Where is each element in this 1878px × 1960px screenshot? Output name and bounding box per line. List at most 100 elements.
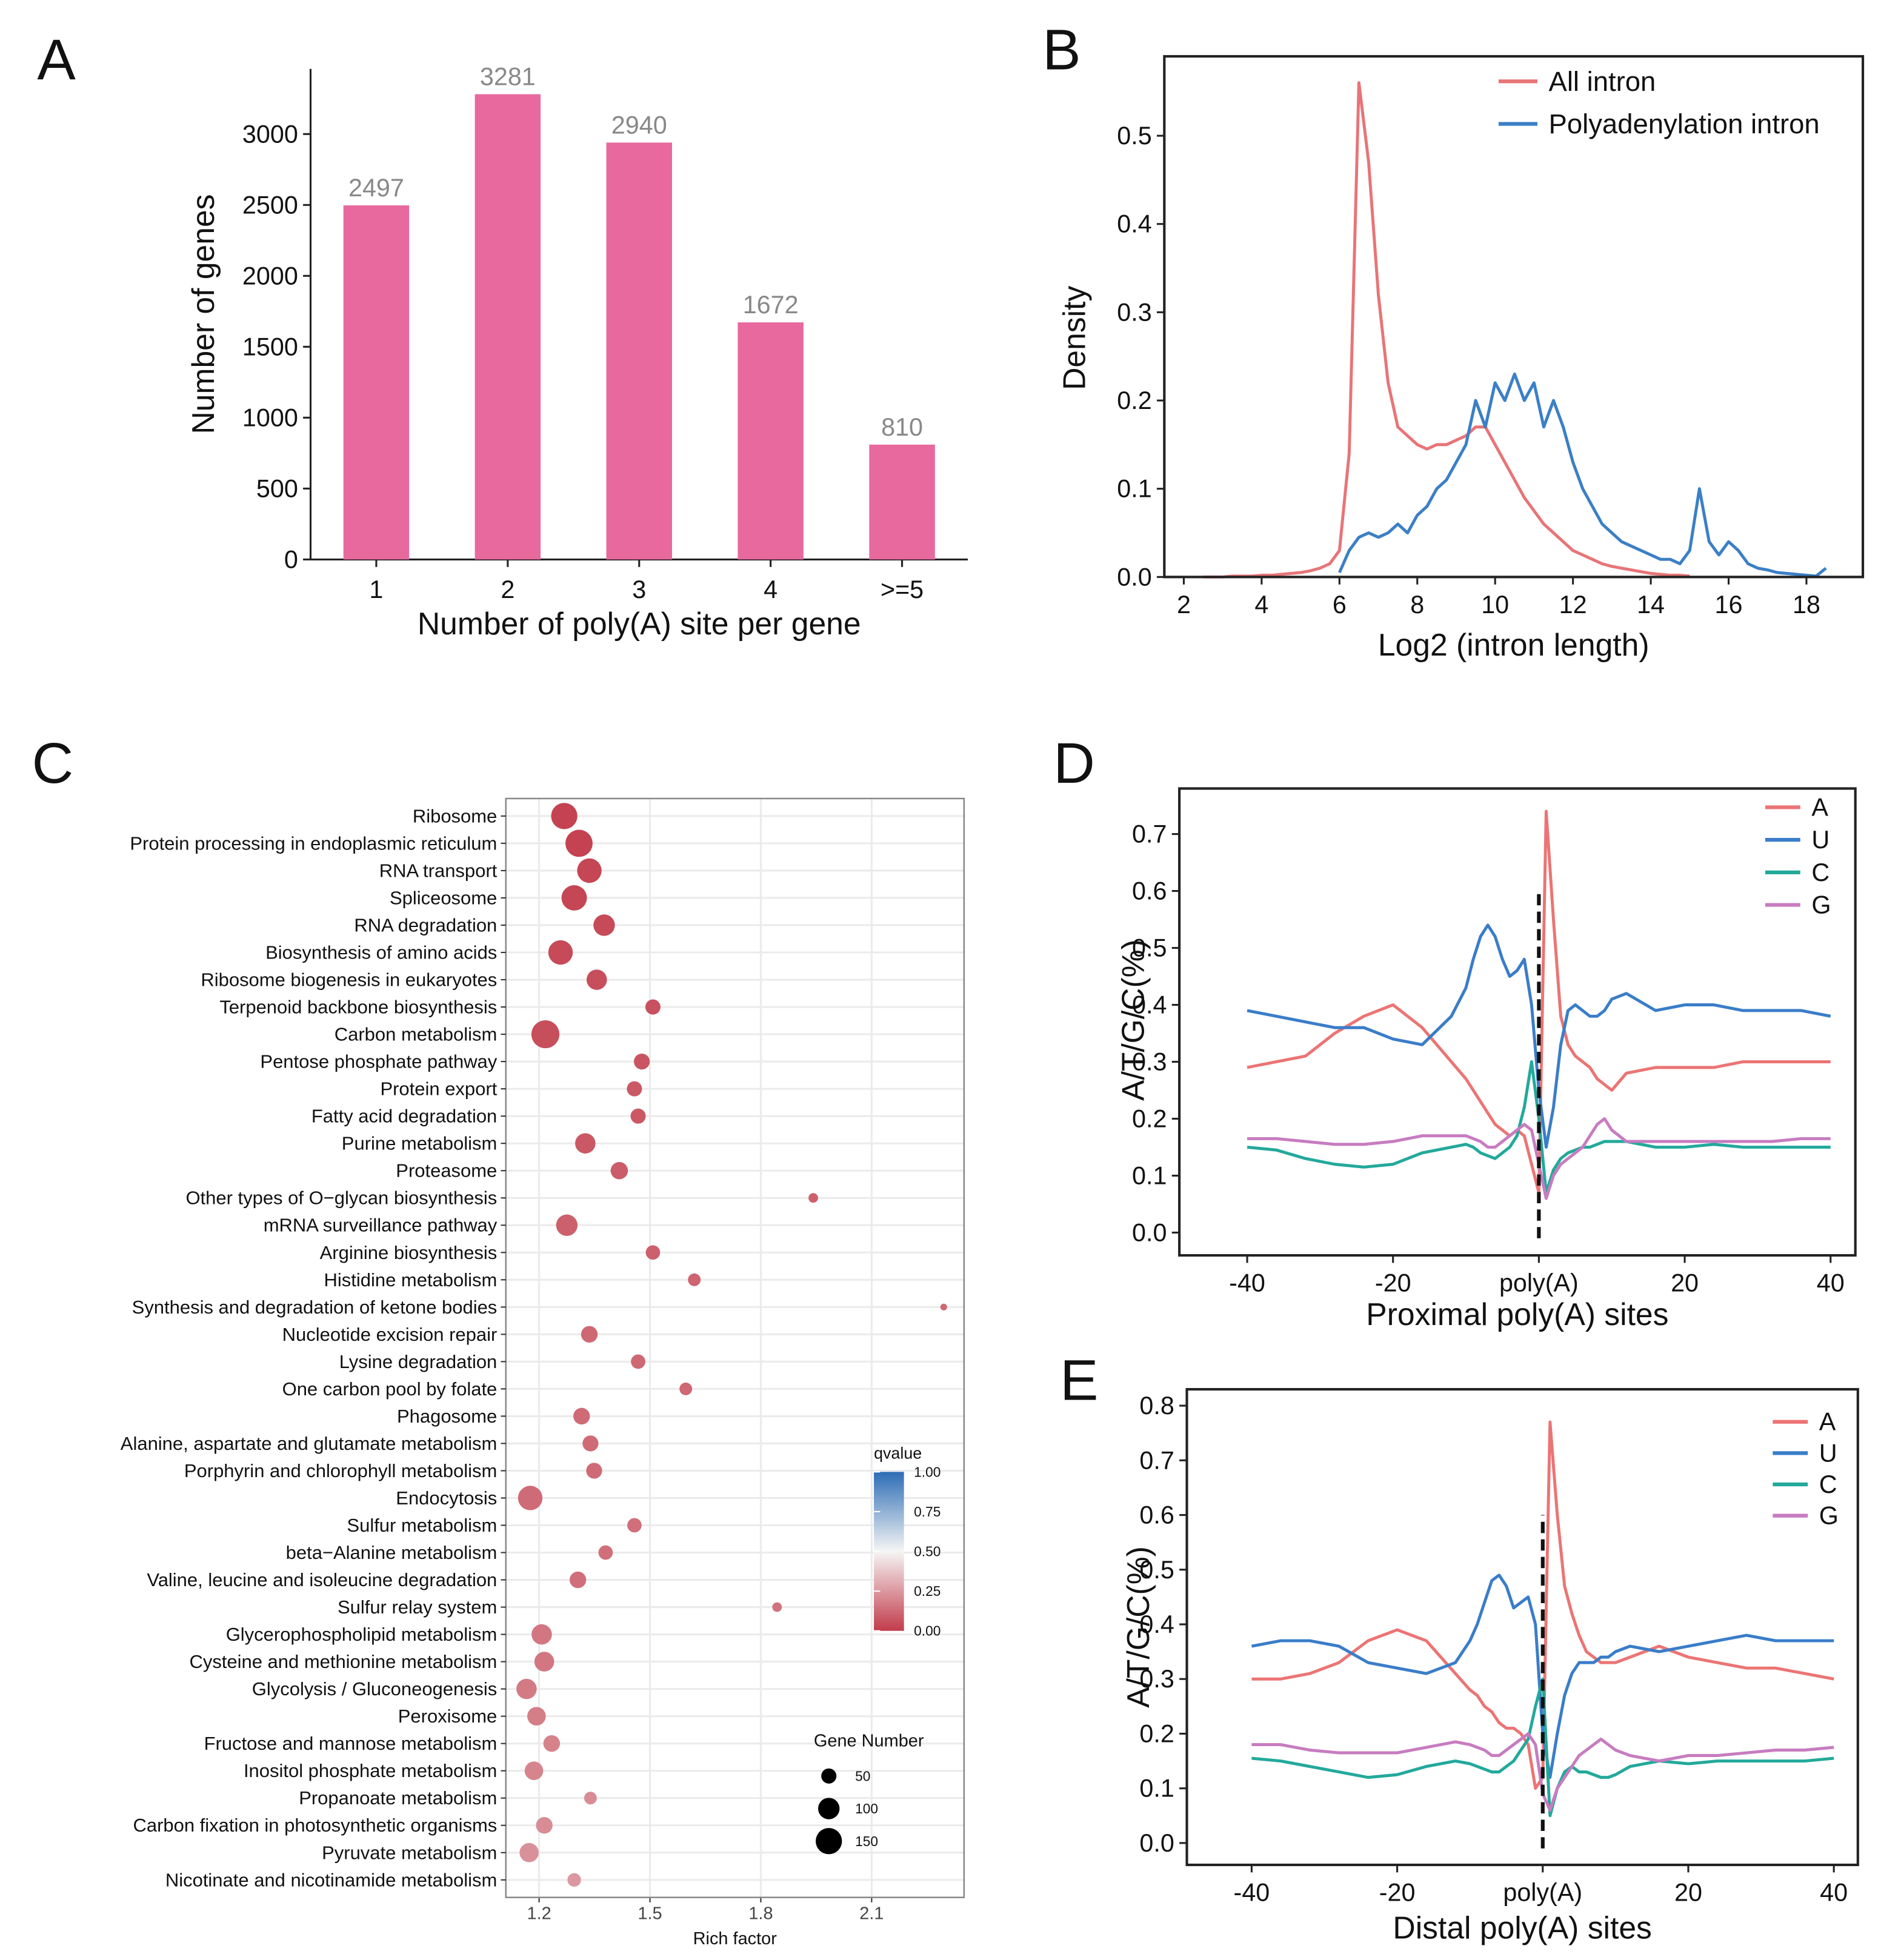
dot: [645, 999, 661, 1015]
size-key: [818, 1798, 840, 1819]
panel-label: E: [1060, 1349, 1098, 1413]
y-tick-label: Inositol phosphate metabolism: [244, 1760, 497, 1781]
y-tick-label: Pentose phosphate pathway: [260, 1051, 497, 1072]
dot: [593, 914, 615, 936]
y-axis-label: A/T/G/C(%): [1116, 939, 1151, 1101]
y-tick-label: 0.7: [1139, 1446, 1174, 1474]
legend-label: A: [1811, 793, 1828, 821]
dot: [551, 803, 578, 829]
x-tick-label: 14: [1637, 591, 1665, 619]
plot-frame: [1178, 787, 1857, 1257]
series-line: [1203, 81, 1690, 579]
dot: [543, 1735, 561, 1752]
size-label: 150: [855, 1833, 878, 1849]
series-line: [1247, 1060, 1831, 1195]
colorbar-label: 0.50: [914, 1544, 941, 1560]
dot: [548, 940, 573, 965]
y-tick-label: 0.0: [1117, 563, 1151, 591]
y-tick-label: Fatty acid degradation: [311, 1106, 497, 1127]
x-tick-label: 12: [1559, 591, 1587, 619]
dot: [531, 1020, 560, 1049]
x-tick-label: -20: [1379, 1878, 1416, 1906]
y-tick-label: One carbon pool by folate: [282, 1378, 498, 1400]
dot: [534, 1652, 554, 1672]
dot: [582, 1435, 599, 1452]
dot: [631, 1354, 645, 1369]
colorbar-label: 0.75: [914, 1504, 941, 1520]
value-label: 3281: [480, 63, 536, 91]
y-tick-label: 0.2: [1132, 1105, 1167, 1132]
dot: [808, 1193, 818, 1203]
y-tick-label: Phagosome: [397, 1406, 497, 1427]
panel-label: B: [1042, 18, 1081, 82]
x-tick-label: 18: [1793, 591, 1820, 619]
y-tick-label: mRNA surveillance pathway: [264, 1215, 498, 1236]
legend-label: C: [1811, 859, 1830, 886]
value-label: 1672: [743, 291, 799, 319]
x-tick-label: 6: [1333, 591, 1347, 619]
x-axis-label: Rich factor: [693, 1929, 778, 1948]
x-tick-label: 4: [1254, 591, 1268, 619]
plot-frame: [505, 797, 965, 1898]
x-tick-label: 40: [1820, 1878, 1848, 1906]
x-axis-label: Distal poly(A) sites: [1393, 1910, 1651, 1945]
dot: [598, 1545, 613, 1560]
y-tick-label: Nicotinate and nicotinamide metabolism: [165, 1869, 497, 1890]
y-tick-label: 0.5: [1117, 122, 1151, 150]
legend-label: Polyadenylation intron: [1549, 108, 1820, 139]
y-tick-label: 2000: [242, 262, 298, 290]
panel-label: D: [1053, 731, 1095, 796]
dot: [518, 1486, 543, 1510]
colorbar-label: 1.00: [914, 1464, 941, 1480]
y-tick-label: Sulfur relay system: [338, 1596, 497, 1618]
y-tick-label: 2500: [242, 191, 298, 219]
x-tick-label: 1.8: [748, 1904, 773, 1924]
dot: [584, 1792, 597, 1805]
panel-label: A: [37, 28, 76, 92]
x-axis-label: Number of poly(A) site per gene: [418, 606, 861, 641]
y-tick-label: Endocytosis: [396, 1487, 497, 1509]
legend-label: U: [1811, 826, 1830, 854]
y-tick-label: Spliceosome: [390, 887, 497, 908]
legend-label: G: [1811, 891, 1831, 919]
y-tick-label: Synthesis and degradation of ketone bodi…: [132, 1297, 498, 1318]
x-tick-label: 2.1: [859, 1904, 884, 1924]
x-tick-label: 8: [1410, 591, 1424, 619]
y-tick-label: 500: [256, 474, 298, 502]
dot: [536, 1817, 553, 1834]
y-tick-label: 0: [284, 545, 298, 573]
y-tick-label: Protein processing in endoplasmic reticu…: [130, 832, 497, 854]
dot: [565, 829, 593, 857]
dot: [940, 1303, 947, 1311]
y-tick-label: 0.3: [1132, 1048, 1167, 1075]
y-tick-label: 0.1: [1117, 475, 1151, 503]
y-tick-label: Sulfur metabolism: [347, 1515, 497, 1536]
y-tick-label: Lysine degradation: [339, 1351, 498, 1372]
y-tick-label: 0.6: [1132, 877, 1167, 905]
y-tick-label: 0.5: [1132, 934, 1167, 962]
y-tick-label: Carbon fixation in photosynthetic organi…: [133, 1815, 498, 1836]
y-tick-label: 0.7: [1132, 820, 1167, 848]
y-tick-label: 0.2: [1139, 1719, 1174, 1747]
x-tick-label: 3: [632, 576, 646, 603]
bar: [606, 142, 672, 560]
y-tick-label: Ribosome: [413, 805, 497, 826]
y-tick-label: Histidine metabolism: [324, 1269, 498, 1291]
x-tick-label: 10: [1481, 591, 1509, 619]
y-tick-label: 1000: [242, 404, 298, 431]
value-label: 2497: [348, 174, 404, 202]
y-tick-label: Other types of O−glycan biosynthesis: [185, 1188, 497, 1209]
size-label: 100: [855, 1801, 878, 1816]
y-tick-label: Fructose and mannose metabolism: [204, 1733, 498, 1754]
dot: [627, 1081, 642, 1097]
dot: [772, 1602, 782, 1612]
y-tick-label: RNA degradation: [354, 914, 497, 935]
y-tick-label: beta−Alanine metabolism: [286, 1542, 498, 1563]
dot: [633, 1053, 650, 1070]
dot: [531, 1624, 552, 1645]
bar: [343, 205, 410, 560]
plot-frame: [1163, 55, 1865, 579]
x-tick-label: -40: [1234, 1878, 1270, 1906]
y-tick-label: Alanine, aspartate and glutamate metabol…: [121, 1433, 497, 1454]
